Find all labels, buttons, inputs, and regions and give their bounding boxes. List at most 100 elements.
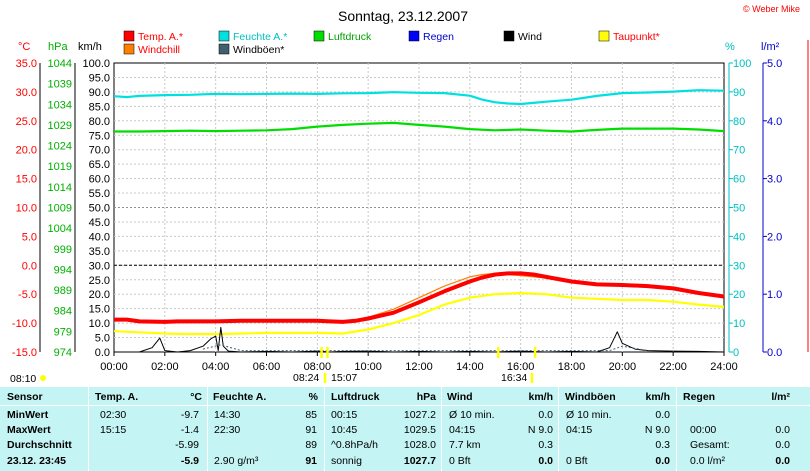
pressure-tick-label: 974: [54, 347, 72, 359]
wind-tick-label: 95.0: [89, 72, 110, 84]
temp-tick-label: -5.0: [18, 289, 37, 301]
table-cell-humidity-time: 22:30: [214, 424, 241, 436]
wind-tick-label: 75.0: [89, 130, 110, 142]
chart-title: Sonntag, 23.12.2007: [338, 8, 468, 24]
series-line-luftdruck: [114, 121, 725, 133]
x-tick-label: 14:00: [456, 361, 484, 373]
x-tick-label: 24:00: [710, 361, 738, 373]
table-header-gust: Windböen: [565, 391, 616, 403]
sunset-time-label: 16:34: [501, 372, 527, 384]
table-row-label: MaxWert: [7, 424, 51, 436]
pressure-tick-label: 1034: [48, 99, 72, 111]
humidity-tick-label: 10: [733, 318, 745, 330]
table-cell-wind-value: 0.0: [538, 409, 553, 421]
table-cell-rain-time: 00:00: [690, 424, 717, 436]
table-cell-humidity-value: 91: [305, 455, 317, 467]
pressure-axis-unit: hPa: [48, 41, 68, 53]
table-column-divider: [676, 387, 677, 471]
pressure-tick-label: 1009: [48, 203, 72, 215]
wind-tick-label: 5.0: [95, 333, 110, 345]
marker-label: 08:24: [293, 372, 319, 384]
wind-tick-label: 25.0: [89, 275, 110, 287]
table-cell-gust-time: 04:15: [566, 424, 593, 436]
humidity-tick-label: 0: [733, 347, 739, 359]
humidity-tick-label: 60: [733, 174, 745, 186]
table-cell-humidity-time: 14:30: [214, 409, 241, 421]
series-line-taupunkt: [113, 291, 725, 336]
table-column-divider: [324, 387, 325, 471]
table-cell-gust-value: N 9.0: [644, 424, 670, 436]
table-cell-wind-time: 04:15: [449, 424, 476, 436]
legend-label: Temp. A.*: [138, 31, 183, 43]
wind-axis-unit: km/h: [78, 41, 102, 53]
humidity-axis-unit: %: [725, 41, 735, 53]
copyright-label: © Weber Mike: [743, 4, 800, 14]
wind-tick-label: 35.0: [89, 246, 110, 258]
legend-swatch: [123, 30, 135, 42]
wind-tick-label: 55.0: [89, 188, 110, 200]
table-cell-gust-time: Ø 10 min.: [566, 409, 612, 421]
wind-tick-label: 100.0: [82, 58, 110, 70]
pressure-tick-label: 1004: [48, 223, 72, 235]
marker-label: 15:07: [331, 372, 357, 384]
table-cell-gust-value: 0.0: [655, 455, 670, 467]
pressure-tick-label: 984: [54, 306, 72, 318]
legend-label: Regen: [423, 31, 454, 43]
legend-swatch: [598, 30, 610, 42]
table-header-gust-unit: km/h: [645, 391, 670, 403]
table-header-humidity: Feuchte A.: [213, 391, 267, 403]
table-cell-pressure-time: 10:45: [331, 424, 358, 436]
table-cell-temp-value: -5.99: [175, 439, 199, 451]
table-cell-rain-value: 0.0: [775, 424, 790, 436]
table-cell-humidity-value: 85: [305, 409, 317, 421]
wind-tick-label: 85.0: [89, 101, 110, 113]
table-cell-humidity-value: 91: [305, 424, 317, 436]
table-cell-gust-value: 0.0: [655, 409, 670, 421]
legend-label: Feuchte A.*: [233, 31, 287, 43]
legend-swatch: [218, 30, 230, 42]
legend-swatch: [123, 43, 135, 55]
table-row-label: MinWert: [7, 409, 49, 421]
pressure-tick-label: 979: [54, 326, 72, 338]
x-tick-label: 04:00: [202, 361, 230, 373]
wind-tick-label: 10.0: [89, 318, 110, 330]
pressure-tick-label: 989: [54, 285, 72, 297]
pressure-tick-label: 1039: [48, 79, 72, 91]
legend-label: Windchill: [138, 44, 180, 56]
rain-tick-label: 5.0: [767, 58, 782, 70]
humidity-tick-label: 30: [733, 260, 745, 272]
table-column-divider: [558, 387, 559, 471]
x-tick-label: 22:00: [659, 361, 687, 373]
pressure-tick-label: 1029: [48, 120, 72, 132]
pressure-tick-label: 1014: [48, 182, 72, 194]
wind-tick-label: 70.0: [89, 145, 110, 157]
table-cell-temp-value: -5.9: [180, 455, 199, 467]
table-cell-rain-value: 0.0: [775, 439, 790, 451]
wind-tick-label: 15.0: [89, 304, 110, 316]
table-cell-wind-value: 0.3: [538, 439, 553, 451]
table-row-label: Durchschnitt: [7, 439, 72, 451]
wind-tick-label: 40.0: [89, 231, 110, 243]
legend-label: Taupunkt*: [613, 31, 660, 43]
temp-tick-label: 10.0: [16, 203, 37, 215]
statistics-table: [0, 387, 810, 471]
temp-tick-label: -15.0: [12, 347, 37, 359]
table-cell-wind-time: Ø 10 min.: [449, 409, 495, 421]
rain-tick-label: 1.0: [767, 289, 782, 301]
table-header-wind: Wind: [447, 391, 473, 403]
sunrise-icon: [40, 375, 46, 381]
temp-tick-label: 0.0: [22, 260, 37, 272]
table-header-temp-unit: °C: [190, 391, 202, 403]
wind-tick-label: 60.0: [89, 174, 110, 186]
legend-swatch: [503, 30, 515, 42]
table-cell-rain-time: 0.0 l/m²: [690, 455, 726, 467]
humidity-tick-label: 90: [733, 87, 745, 99]
table-cell-pressure-value: 1028.0: [403, 439, 436, 451]
wind-tick-label: 30.0: [89, 260, 110, 272]
x-tick-label: 02:00: [151, 361, 179, 373]
humidity-tick-label: 40: [733, 231, 745, 243]
table-cell-wind-time: 0 Bft: [449, 455, 471, 467]
x-tick-label: 16:00: [507, 361, 535, 373]
table-header-rain-unit: l/m²: [771, 391, 790, 403]
x-tick-label: 12:00: [405, 361, 433, 373]
